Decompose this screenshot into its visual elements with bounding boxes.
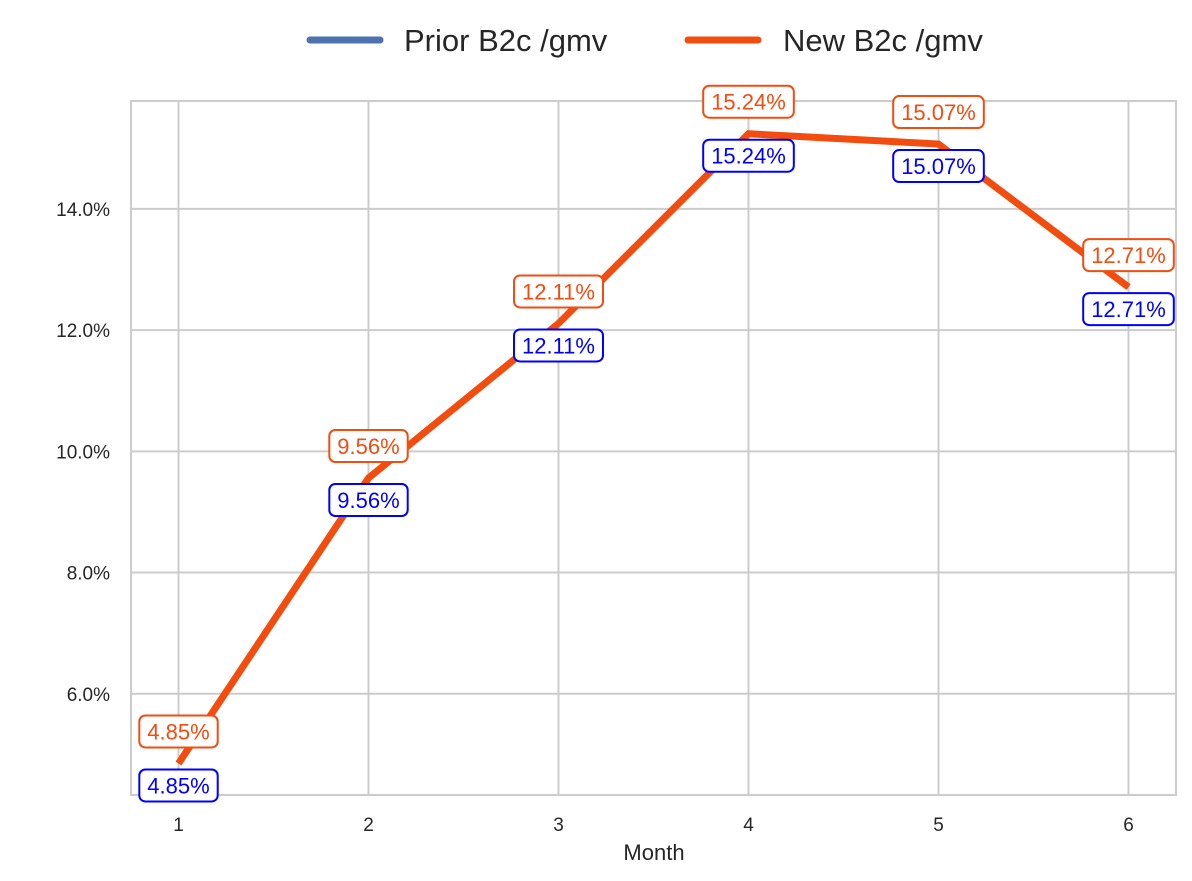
legend-item-new: New B2c /gmv bbox=[684, 23, 983, 58]
data-label-new: 4.85% bbox=[138, 714, 219, 749]
data-label-text: 12.71% bbox=[1091, 243, 1166, 268]
x-axis-title: Month bbox=[623, 840, 684, 865]
data-label-prior: 12.11% bbox=[513, 328, 604, 363]
data-label-new: 15.24% bbox=[702, 84, 795, 119]
data-label-new: 12.71% bbox=[1082, 238, 1175, 273]
y-tick-label: 10.0% bbox=[56, 442, 110, 463]
data-label-box bbox=[702, 138, 795, 173]
data-label-prior: 9.56% bbox=[328, 483, 409, 518]
data-label-box bbox=[328, 429, 409, 464]
data-label-text: 4.85% bbox=[147, 773, 209, 798]
data-label-prior: 15.24% bbox=[702, 138, 795, 173]
legend-label: Prior B2c /gmv bbox=[404, 23, 608, 58]
data-label-prior: 4.85% bbox=[138, 768, 219, 803]
data-label-text: 15.24% bbox=[711, 90, 786, 115]
y-axis-ticks: 6.0% 8.0% 10.0% 12.0% 14.0% bbox=[56, 200, 110, 706]
data-label-new: 15.07% bbox=[892, 95, 985, 130]
data-label-new: 12.11% bbox=[513, 274, 604, 309]
y-tick-label: 12.0% bbox=[56, 321, 110, 342]
x-tick-label: 2 bbox=[363, 815, 374, 836]
data-label-text: 15.07% bbox=[901, 100, 976, 125]
data-label-text: 15.24% bbox=[711, 144, 786, 169]
data-label-box bbox=[513, 328, 604, 363]
data-label-prior: 15.07% bbox=[892, 149, 985, 184]
data-label-text: 9.56% bbox=[337, 434, 399, 459]
legend: Prior B2c /gmv New B2c /gmv bbox=[306, 23, 983, 58]
x-tick-label: 4 bbox=[743, 815, 754, 836]
data-label-box bbox=[892, 149, 985, 184]
data-label-text: 15.07% bbox=[901, 154, 976, 179]
data-label-box bbox=[892, 95, 985, 130]
x-tick-label: 5 bbox=[933, 815, 944, 836]
data-label-box bbox=[702, 84, 795, 119]
data-label-box bbox=[328, 483, 409, 518]
data-label-box bbox=[513, 274, 604, 309]
data-label-new: 9.56% bbox=[328, 429, 409, 464]
x-tick-label: 1 bbox=[173, 815, 184, 836]
y-tick-label: 8.0% bbox=[67, 564, 110, 585]
x-tick-label: 3 bbox=[553, 815, 564, 836]
data-label-box bbox=[138, 714, 219, 749]
x-axis-ticks: 1 2 3 4 5 6 bbox=[173, 815, 1134, 836]
y-tick-label: 6.0% bbox=[67, 685, 110, 706]
data-label-text: 12.11% bbox=[522, 279, 595, 304]
data-label-box bbox=[1082, 292, 1175, 327]
data-label-box bbox=[1082, 238, 1175, 273]
data-label-box bbox=[138, 768, 219, 803]
plot-area bbox=[130, 100, 1177, 796]
data-label-text: 12.11% bbox=[522, 333, 595, 358]
x-tick-label: 6 bbox=[1123, 815, 1134, 836]
data-label-prior: 12.71% bbox=[1082, 292, 1175, 327]
gridlines bbox=[131, 101, 1176, 795]
data-label-text: 12.71% bbox=[1091, 297, 1166, 322]
data-label-text: 9.56% bbox=[337, 488, 399, 513]
data-label-text: 4.85% bbox=[147, 719, 209, 744]
y-tick-label: 14.0% bbox=[56, 200, 110, 221]
data-labels: 4.85% 9.56% 12.11% 15.24% 15.07% 12.71% 4.85% 9… bbox=[138, 84, 1175, 803]
legend-item-prior: Prior B2c /gmv bbox=[306, 23, 608, 58]
legend-label: New B2c /gmv bbox=[783, 23, 983, 58]
